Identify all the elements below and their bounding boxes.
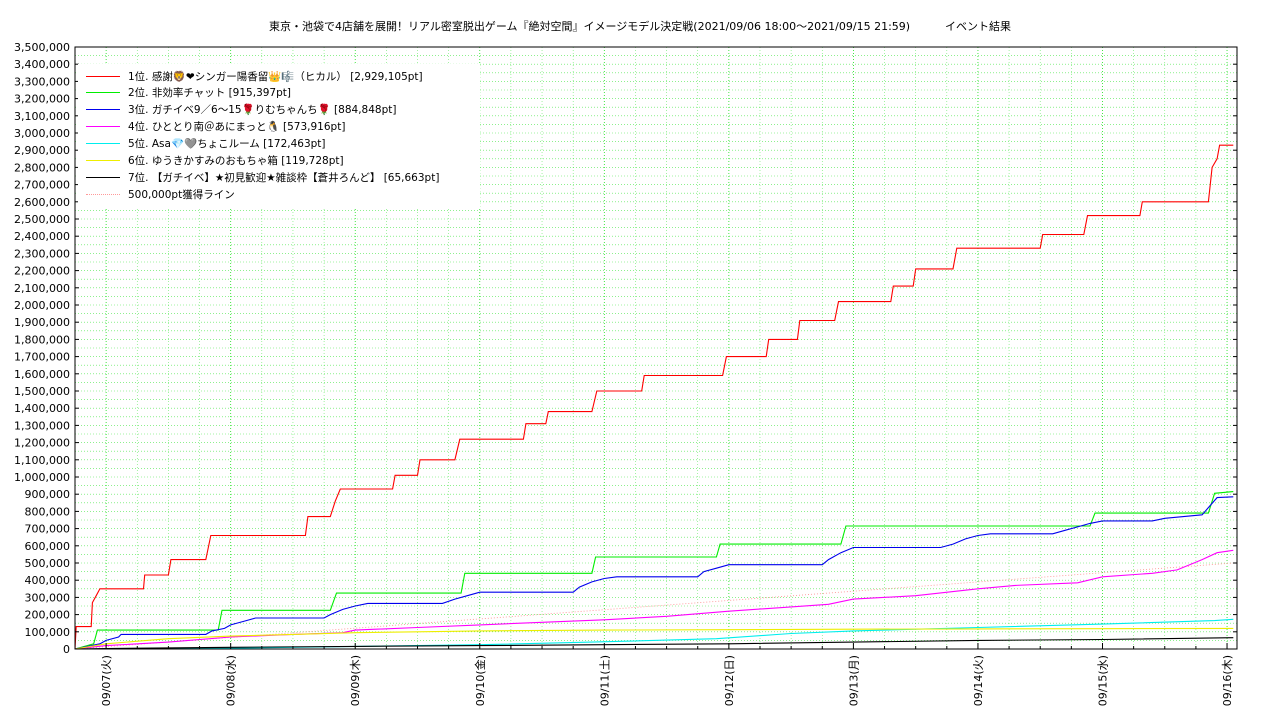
series-line-2 — [74, 491, 1234, 650]
x-tick-label: 09/16(木) — [1221, 655, 1234, 706]
plot-frame — [74, 46, 1238, 650]
series-line-3 — [74, 496, 1234, 650]
x-axis: 09/07(火) 09/08(水) 09/09(木) 09/10(金) 09/11(土)… — [74, 643, 1234, 706]
x-tick-label: 09/13(月) — [847, 655, 860, 706]
x-tick-label: 09/07(火) — [100, 655, 113, 706]
y-tick-label: 1,000,000 — [14, 471, 70, 484]
y-tick-label: 2,900,000 — [14, 144, 70, 157]
y-tick-label: 300,000 — [25, 591, 71, 604]
chart-grid — [74, 46, 1237, 650]
legend-swatch — [86, 193, 120, 195]
series-line-4 — [74, 549, 1234, 650]
y-tick-label: 600,000 — [25, 540, 71, 553]
x-tick-label: 09/14(火) — [972, 655, 985, 706]
x-tick-label: 09/10(金) — [473, 655, 487, 706]
y-tick-label: 2,200,000 — [14, 265, 70, 278]
legend-swatch — [86, 160, 120, 161]
y-tick-label: 3,100,000 — [14, 110, 70, 123]
legend-label: 7位. 【ガチイベ】★初見歓迎★雑談枠【蒼井ろんど】 [65,663pt] — [128, 171, 440, 184]
x-tick-label: 09/08(水) — [225, 655, 238, 706]
y-tick-label: 2,700,000 — [14, 179, 70, 192]
y-tick-label: 1,900,000 — [14, 316, 70, 329]
y-tick-label: 1,200,000 — [14, 437, 70, 450]
legend-label: 2位. 非効率チャット [915,397pt] — [128, 87, 291, 100]
y-tick-label: 3,300,000 — [14, 75, 70, 88]
y-tick-label: 500,000 — [25, 557, 71, 570]
y-tick-label: 2,400,000 — [14, 230, 70, 243]
y-tick-label: 2,000,000 — [14, 299, 70, 312]
x-tick-label: 09/09(木) — [349, 655, 362, 706]
legend-entry: 3位. ガチイベ9／6〜15🌹りむちゃんち🌹 [884,848pt] — [86, 102, 396, 118]
y-axis: 0 100,000 200,000 300,000 400,000 500,000 600,… — [14, 41, 1237, 656]
y-tick-label: 0 — [63, 643, 70, 656]
y-tick-label: 700,000 — [25, 523, 71, 536]
legend-label: 6位. ゆうきかすみのおもちゃ箱 [119,728pt] — [128, 155, 344, 167]
legend-entry: 5位. Asa💎🩶ちょこルーム [172,463pt] — [86, 136, 326, 152]
y-tick-label: 1,500,000 — [14, 385, 70, 398]
x-tick-label: 09/12(日) — [723, 655, 736, 706]
legend-label: 1位. 感謝🦁❤シンガー陽香留👑🎼（ヒカル） [2,929,105pt] — [128, 70, 423, 83]
legend-entry: 7位. 【ガチイベ】★初見歓迎★雑談枠【蒼井ろんど】 [65,663pt] — [86, 169, 439, 185]
x-tick-label: 09/11(土) — [598, 655, 611, 706]
legend-label: 3位. ガチイベ9／6〜15🌹りむちゃんち🌹 [884,848pt] — [128, 104, 397, 117]
y-tick-label: 400,000 — [25, 574, 71, 587]
legend-swatch — [86, 126, 120, 128]
y-tick-label: 2,600,000 — [14, 196, 70, 209]
series-lines — [74, 144, 1234, 650]
legend-label: 4位. ひととり南＠あにまっと🐧 [573,916pt] — [128, 121, 346, 134]
y-tick-label: 2,800,000 — [14, 161, 70, 174]
y-tick-label: 3,000,000 — [14, 127, 70, 140]
x-tick-label: 09/15(水) — [1096, 655, 1109, 706]
chart-legend: 1位. 感謝🦁❤シンガー陽香留👑🎼（ヒカル） [2,929,105pt] 2位. … — [78, 64, 480, 209]
y-tick-label: 100,000 — [25, 626, 71, 639]
y-tick-label: 1,400,000 — [14, 402, 70, 415]
y-tick-label: 1,600,000 — [14, 368, 70, 381]
y-tick-label: 900,000 — [25, 488, 71, 501]
y-tick-label: 3,500,000 — [14, 41, 70, 54]
legend-swatch — [86, 109, 120, 111]
series-line-6 — [74, 627, 1234, 650]
legend-entry: 4位. ひととり南＠あにまっと🐧 [573,916pt] — [86, 119, 345, 135]
y-tick-label: 1,300,000 — [14, 419, 70, 432]
y-tick-label: 1,800,000 — [14, 333, 70, 346]
legend-swatch — [86, 143, 120, 145]
y-tick-label: 2,100,000 — [14, 282, 70, 295]
legend-swatch — [86, 176, 120, 178]
legend-label: 500,000pt獲得ライン — [128, 188, 235, 201]
y-tick-label: 3,200,000 — [14, 93, 70, 106]
y-tick-label: 1,700,000 — [14, 351, 70, 364]
y-tick-label: 800,000 — [25, 505, 71, 518]
legend-entry: 2位. 非効率チャット [915,397pt] — [86, 85, 291, 101]
legend-label: 5位. Asa💎🩶ちょこルーム [172,463pt] — [128, 138, 326, 151]
legend-swatch — [86, 75, 120, 77]
legend-entry: 1位. 感謝🦁❤シンガー陽香留👑🎼（ヒカル） [2,929,105pt] — [86, 68, 423, 84]
y-tick-label: 2,300,000 — [14, 247, 70, 260]
chart-title: 東京・池袋で4店舗を展開！リアル密室脱出ゲーム『絶対空間』イメージモデル決定戦(… — [268, 20, 1012, 33]
y-tick-label: 2,500,000 — [14, 213, 70, 226]
legend-swatch — [86, 92, 120, 94]
legend-entry: 500,000pt獲得ライン — [86, 186, 235, 202]
y-tick-label: 1,100,000 — [14, 454, 70, 467]
legend-entry: 6位. ゆうきかすみのおもちゃ箱 [119,728pt] — [86, 153, 344, 169]
y-tick-label: 3,400,000 — [14, 58, 70, 71]
series-line-7 — [74, 637, 1234, 650]
y-tick-label: 200,000 — [25, 609, 71, 622]
series-line-1 — [74, 144, 1234, 650]
